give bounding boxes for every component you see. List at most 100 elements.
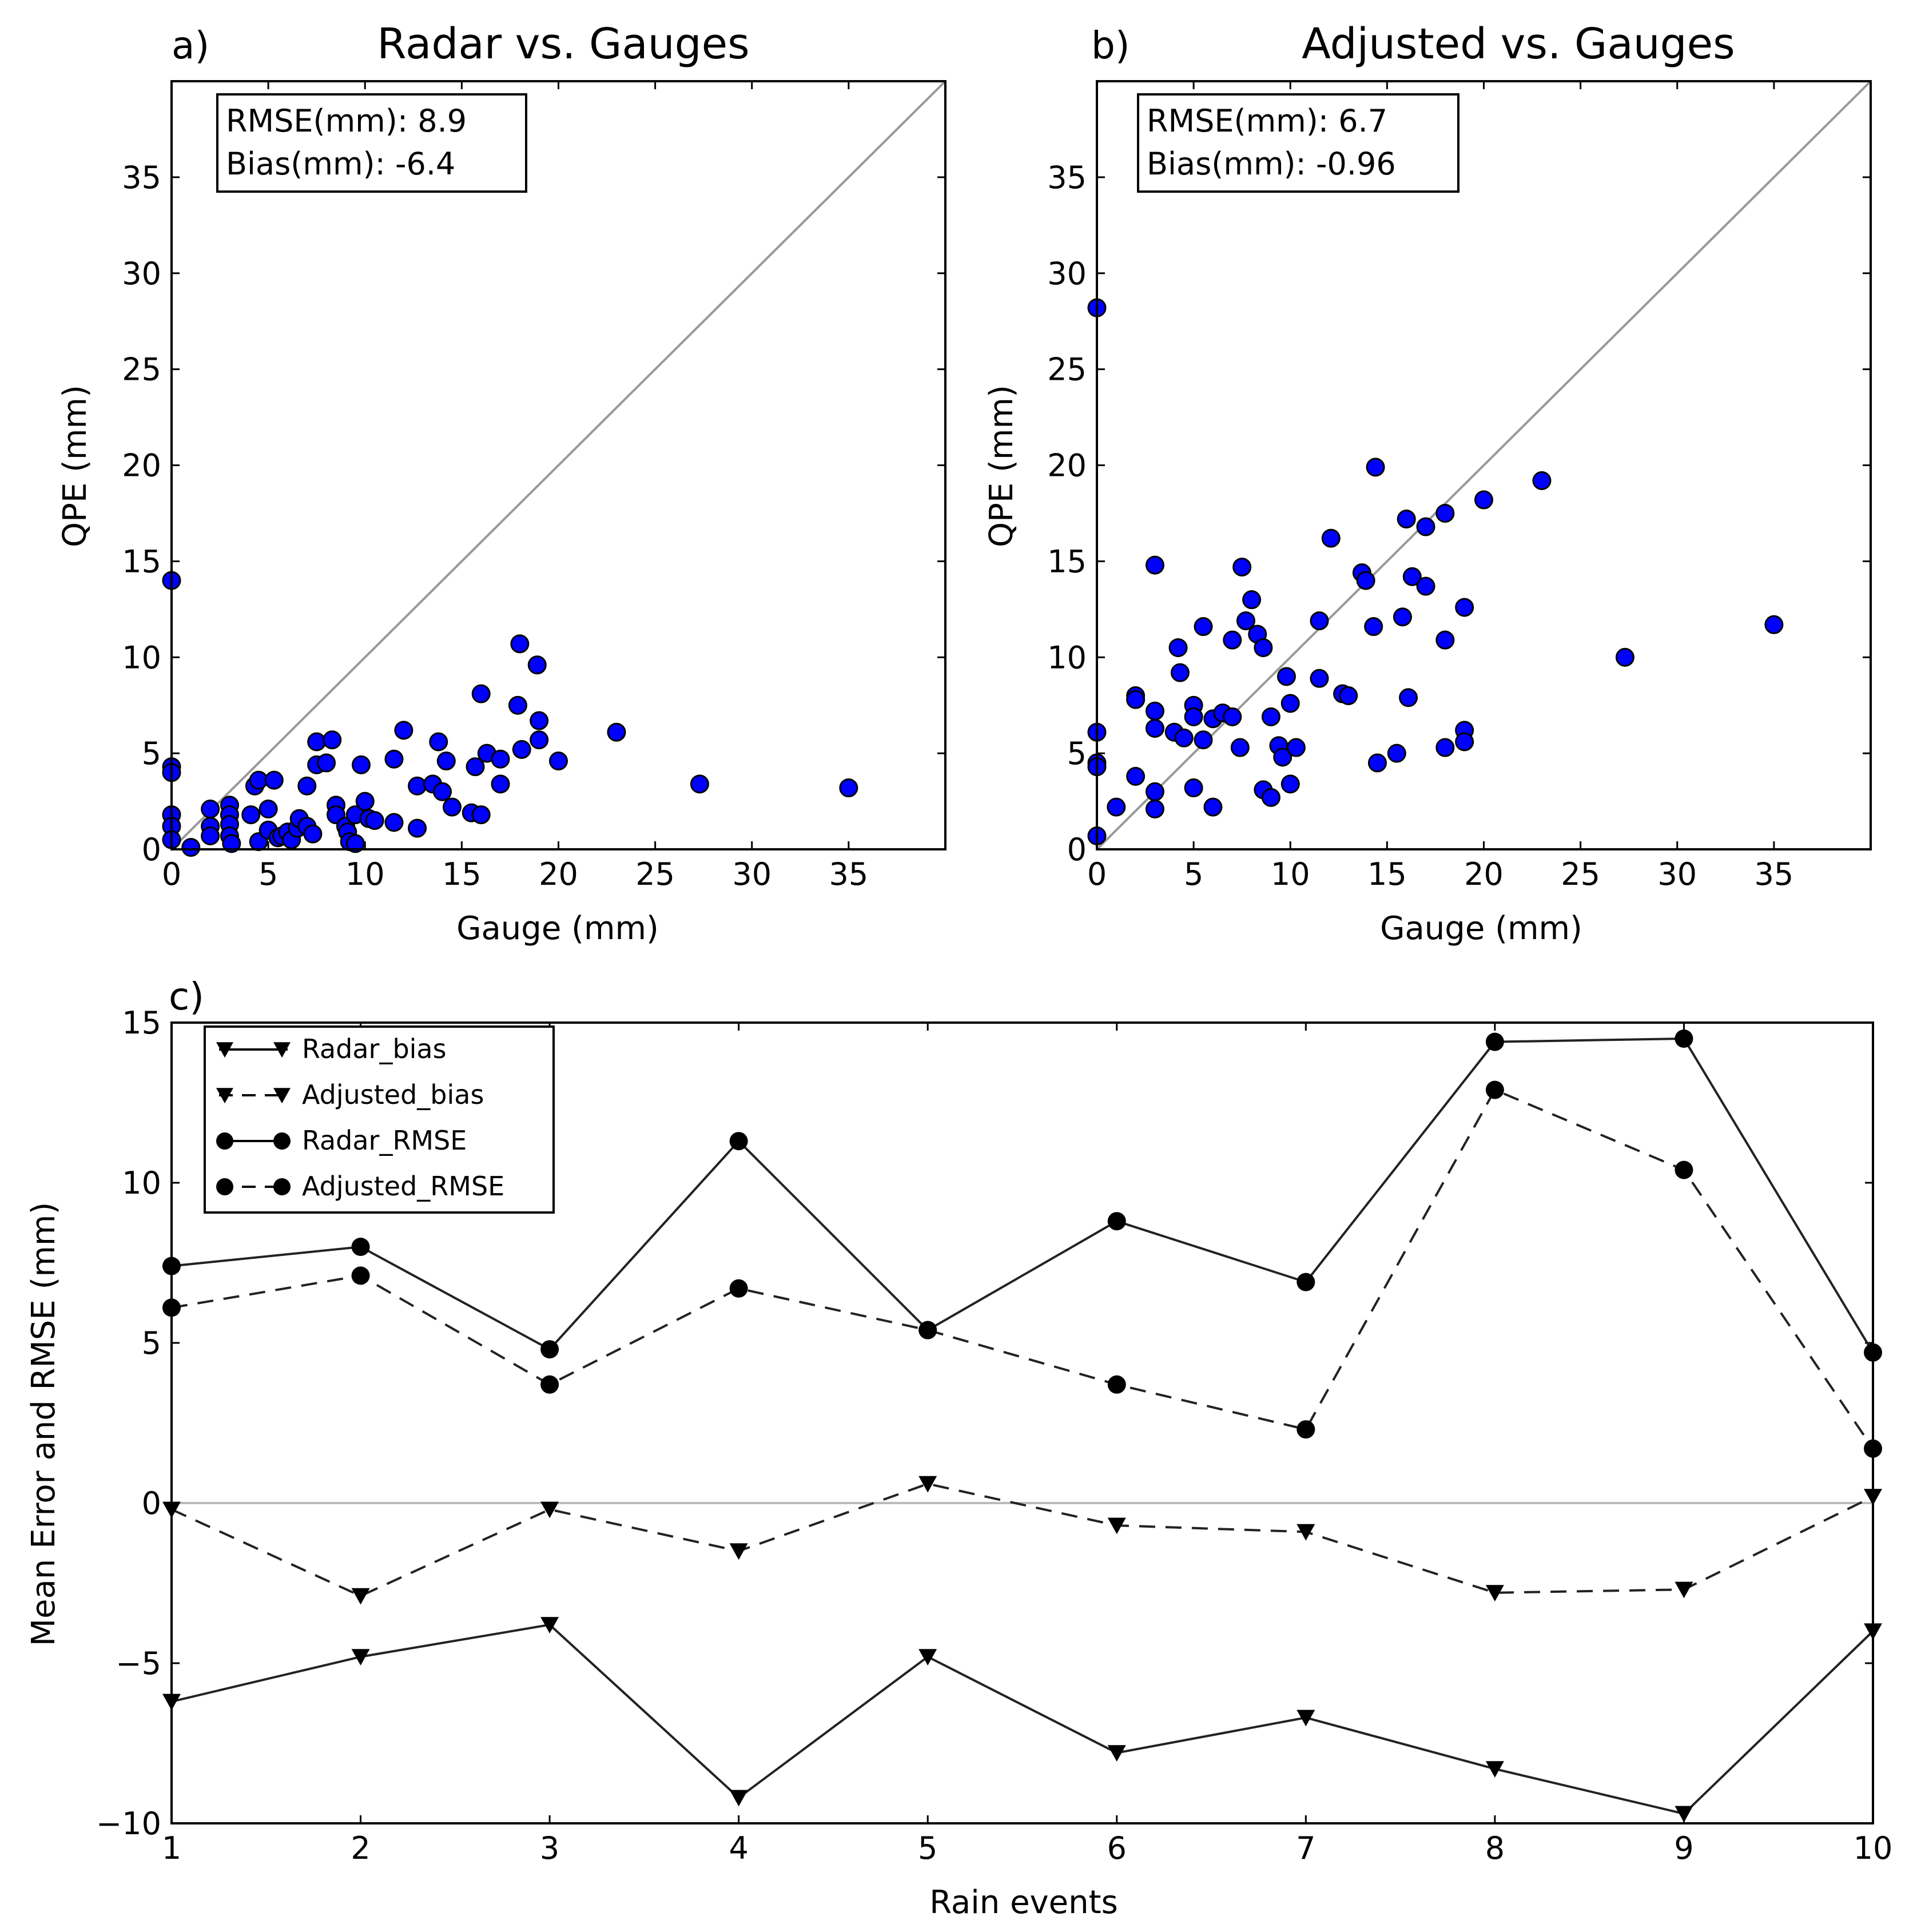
series-line-radar-rmse [171, 1037, 1874, 1353]
b-xtick-label: 25 [1561, 856, 1600, 892]
a-scatter-point [527, 655, 547, 675]
panel-c-xlabel: Rain events [929, 1884, 1118, 1921]
a-scatter-point [429, 732, 448, 752]
a-scatter-point [408, 818, 427, 838]
b-scatter-point [1387, 744, 1406, 763]
b-scatter-point [1416, 517, 1435, 536]
b-xtick-label: 35 [1755, 856, 1794, 892]
a-ytick-label: 15 [122, 543, 161, 579]
b-scatter-point [1254, 638, 1273, 657]
a-scatter-point [307, 732, 327, 752]
a-scatter-point [365, 811, 384, 830]
a-xtick-label: 10 [345, 856, 385, 892]
b-ytick-label: 10 [1047, 639, 1087, 675]
b-scatter-point [1276, 667, 1296, 686]
a-scatter-point [201, 826, 220, 845]
panel-a-stats-box [216, 93, 527, 193]
series-point-radar-rmse [540, 1340, 559, 1359]
b-scatter-point [1280, 694, 1300, 713]
c-ytick-label: 5 [142, 1325, 161, 1361]
c-ytick-label: −10 [96, 1806, 161, 1842]
b-xtick-label: 15 [1367, 856, 1407, 892]
series-line-adjusted-rmse [171, 1088, 1874, 1449]
legend-marker [273, 1132, 291, 1150]
a-scatter-point [345, 834, 365, 853]
b-ytick-label: 20 [1047, 448, 1087, 484]
c-xtick-label: 1 [162, 1830, 181, 1866]
legend-marker [273, 1178, 291, 1195]
c-xtick-label: 10 [1854, 1830, 1893, 1866]
b-scatter-point [1615, 647, 1634, 667]
a-scatter-point [241, 805, 261, 825]
a-scatter-point [351, 755, 371, 774]
b-scatter-point [1184, 778, 1203, 798]
legend-marker [216, 1178, 233, 1195]
b-scatter-point [1242, 590, 1262, 610]
series-point-adjusted-rmse [351, 1266, 370, 1285]
b-scatter-point [1321, 528, 1341, 548]
series-point-adjusted-bias [918, 1476, 937, 1493]
a-ytick-label: 5 [142, 736, 161, 772]
a-scatter-point [466, 757, 485, 777]
c-ytick-label: 15 [122, 1005, 161, 1041]
b-scatter-point [1145, 555, 1164, 575]
b-scatter-point [1280, 774, 1300, 794]
a-scatter-point [258, 799, 278, 818]
series-point-adjusted-rmse [729, 1279, 748, 1298]
series-point-adjusted-bias [1107, 1517, 1126, 1535]
a-scatter-point [181, 838, 201, 857]
b-scatter-point [1223, 630, 1242, 650]
series-point-adjusted-rmse [918, 1321, 937, 1339]
a-scatter-point [530, 711, 549, 730]
a-scatter-point [384, 813, 404, 832]
series-point-radar-bias [729, 1790, 748, 1807]
series-point-radar-rmse [351, 1238, 370, 1256]
b-scatter-point [1416, 577, 1435, 596]
series-point-adjusted-bias [1296, 1524, 1315, 1541]
b-xtick-label: 0 [1087, 856, 1107, 892]
b-scatter-point [1339, 686, 1358, 705]
b-scatter-point [1174, 728, 1194, 748]
b-scatter-point [1194, 730, 1213, 750]
b-scatter-point [1107, 797, 1126, 817]
panel-b-ylabel: QPE (mm) [983, 385, 1020, 547]
a-scatter-point [839, 778, 858, 798]
b-scatter-point [1145, 782, 1164, 801]
a-xtick-label: 0 [162, 856, 181, 892]
series-point-radar-bias [1485, 1761, 1504, 1778]
panel-a-ylabel: QPE (mm) [57, 385, 94, 547]
b-scatter-point [1764, 615, 1784, 634]
a-scatter-point [491, 774, 510, 794]
series-point-radar-bias [1675, 1806, 1693, 1823]
series-point-adjusted-bias [540, 1501, 559, 1518]
b-scatter-point [1126, 766, 1146, 786]
panel-b-stats-box [1137, 93, 1459, 193]
b-scatter-point [1455, 732, 1474, 752]
series-point-adjusted-rmse [1296, 1420, 1315, 1439]
b-ytick-label: 15 [1047, 543, 1087, 579]
b-xtick-label: 10 [1271, 856, 1310, 892]
a-scatter-point [264, 770, 284, 790]
panel-a-title: Radar vs. Gauges [377, 19, 749, 69]
b-scatter-point [1126, 690, 1146, 709]
panel-b-ticks: 0 5 10 15 20 25 30 35 0 5 10 15 20 25 30 35 [1047, 81, 1871, 892]
c-xtick-label: 2 [351, 1830, 370, 1866]
legend-marker [216, 1088, 233, 1104]
c-xtick-label: 4 [729, 1830, 748, 1866]
b-ytick-label: 35 [1047, 160, 1087, 196]
c-xtick-label: 5 [918, 1830, 937, 1866]
b-scatter-point [1356, 571, 1375, 590]
c-ytick-label: 0 [142, 1485, 161, 1521]
panel-c-letter: c) [169, 975, 204, 1019]
a-scatter-point [394, 721, 413, 740]
c-ytick-label: −5 [116, 1645, 161, 1681]
b-scatter-point [1261, 788, 1280, 807]
b-xtick-label: 30 [1657, 856, 1697, 892]
panel-c-ylabel: Mean Error and RMSE (mm) [25, 1202, 62, 1647]
b-scatter-point [1366, 458, 1385, 477]
b-scatter-point [1168, 638, 1188, 657]
legend-label-radar-rmse: Radar_RMSE [302, 1125, 467, 1156]
a-scatter-point [384, 749, 404, 769]
panel-a-marks [162, 80, 946, 857]
